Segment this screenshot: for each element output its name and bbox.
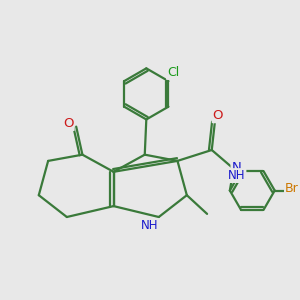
Text: NH: NH (141, 219, 158, 232)
Text: O: O (213, 109, 223, 122)
Text: O: O (63, 117, 74, 130)
Text: Br: Br (285, 182, 299, 196)
Text: NH: NH (228, 169, 245, 182)
Text: Cl: Cl (167, 66, 179, 79)
Text: N: N (232, 161, 241, 174)
